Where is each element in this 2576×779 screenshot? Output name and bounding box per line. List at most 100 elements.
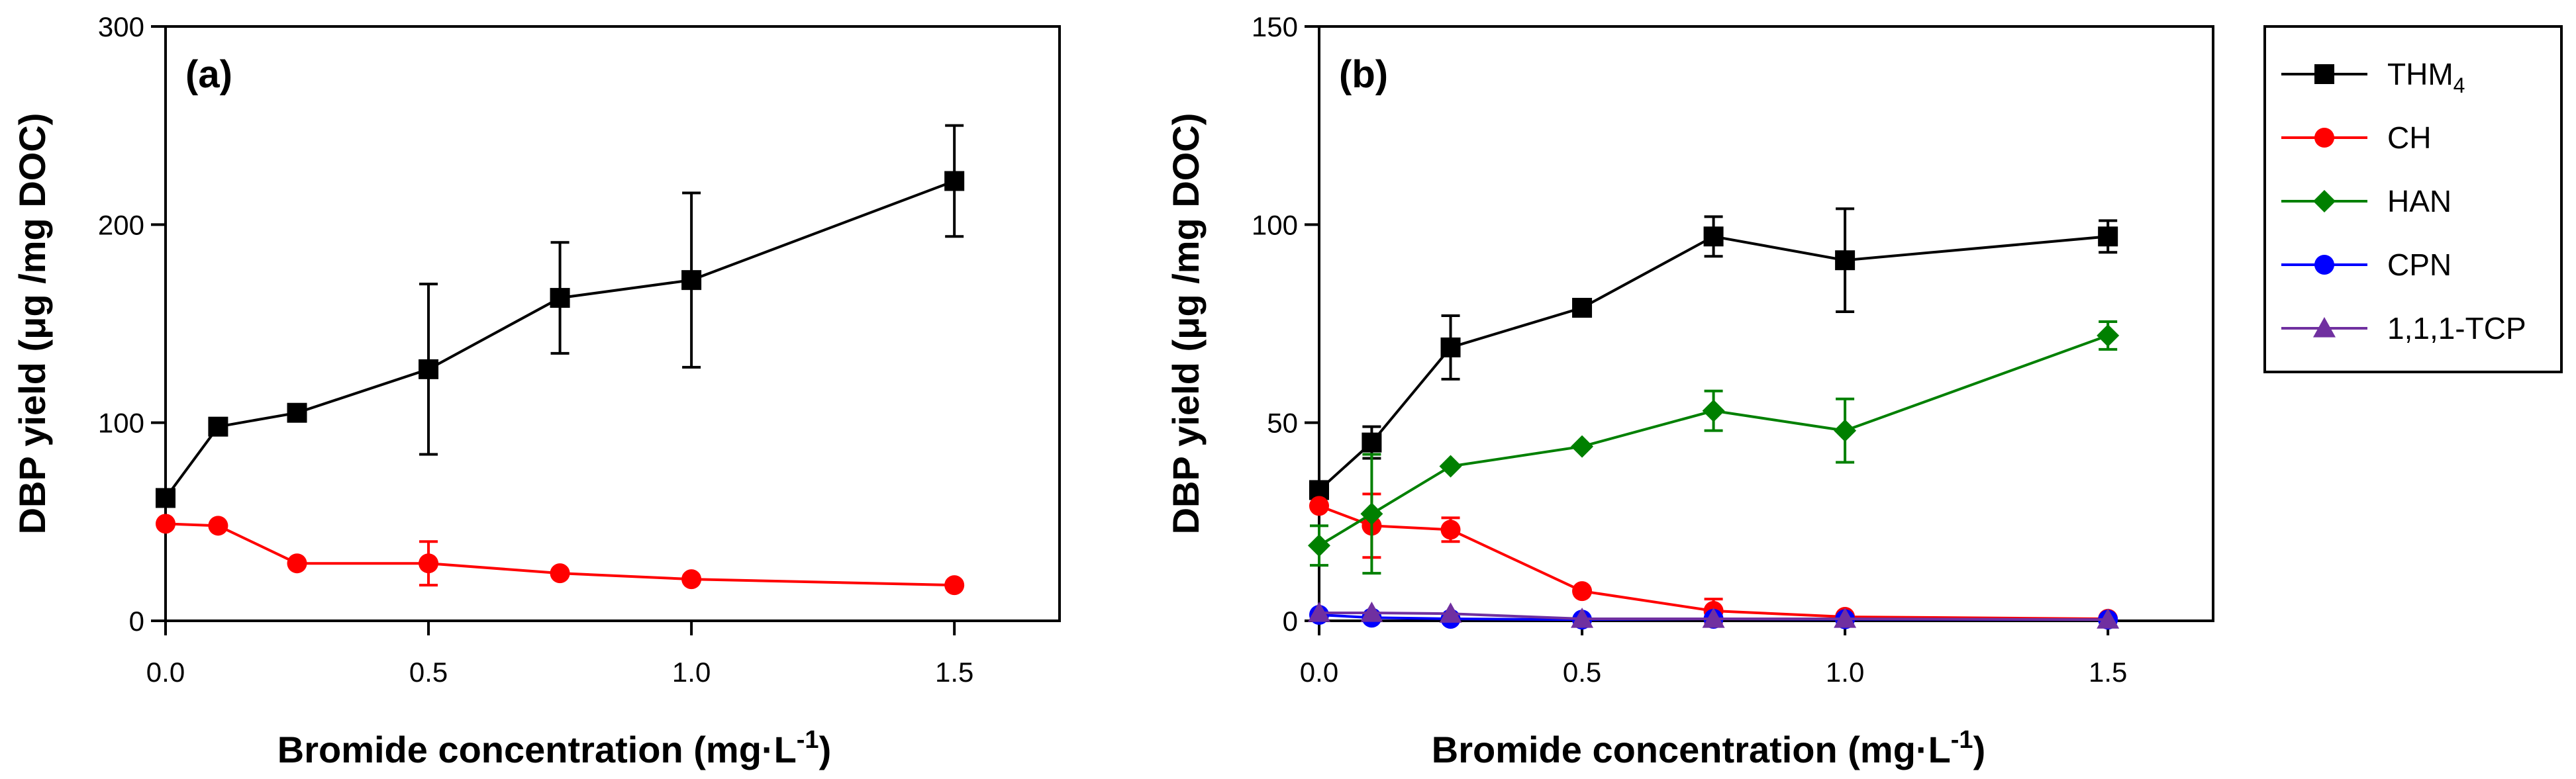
legend-swatch-marker bbox=[2313, 317, 2336, 338]
panel-b-y-axis-title: DBP yield (μg /mg DOC) bbox=[1165, 113, 1207, 535]
legend-label: THM4 bbox=[2387, 57, 2465, 97]
panel-a-y-tick-label: 0 bbox=[129, 606, 144, 637]
panel-a-ch-point bbox=[944, 575, 965, 596]
panel-b-thm4-point bbox=[2098, 226, 2118, 247]
panel-b-ch-point bbox=[1572, 581, 1593, 602]
panel-b-tcp-point bbox=[1308, 602, 1330, 622]
panel-b-thm4-point bbox=[1572, 298, 1593, 318]
panel-a-thm4-point bbox=[944, 171, 965, 191]
legend-swatch-marker bbox=[2314, 255, 2334, 275]
panel-b-y-tick-label: 50 bbox=[1267, 408, 1298, 439]
panel-a-y-tick-label: 100 bbox=[98, 408, 144, 439]
panel-b-thm4-point bbox=[1703, 226, 1724, 247]
panel-b-thm4-line bbox=[1318, 235, 2108, 491]
panel-a-label: (a) bbox=[185, 53, 232, 96]
panel-b-y-tick-label: 100 bbox=[1252, 209, 1298, 240]
panel-a-chart: (a) DBP yield (μg /mg DOC) Bromide conce… bbox=[11, 11, 1061, 770]
panel-b-han-point bbox=[1834, 419, 1857, 442]
legend-label: 1,1,1-TCP bbox=[2387, 311, 2526, 345]
panel-a-x-axis-title-main: Bromide concentration (mg·L bbox=[277, 729, 797, 770]
panel-b-x-tick-label: 1.5 bbox=[2089, 657, 2127, 688]
legend-item-4: 1,1,1-TCP bbox=[2281, 311, 2526, 345]
panel-a-ch-point bbox=[287, 553, 307, 574]
panel-b-han-point bbox=[1439, 455, 1462, 478]
panel-b-tcp-point bbox=[1360, 602, 1383, 622]
panel-b-han-line bbox=[1318, 334, 2108, 547]
legend-label: CPN bbox=[2387, 248, 2452, 282]
panel-a-series-thm4 bbox=[156, 124, 965, 508]
panel-a-ch-point bbox=[156, 514, 175, 534]
panel-b-han-point bbox=[1360, 502, 1383, 526]
panel-a-x-axis-title-sup: -1 bbox=[797, 726, 819, 754]
panel-b-han-point bbox=[1571, 435, 1594, 458]
panel-a-thm4-point bbox=[550, 288, 570, 308]
panel-b-ticks: 0 50 100 150 0.0 0.5 1.0 1.5 bbox=[1252, 11, 2127, 688]
panel-b-thm4-point bbox=[1835, 250, 1856, 271]
panel-b-chart: (b) DBP yield (μg /mg DOC) Bromide conce… bbox=[1165, 11, 2214, 770]
panel-a-ch-point bbox=[550, 563, 570, 584]
panel-a-x-tick-label: 0.5 bbox=[409, 657, 448, 688]
panel-a-x-tick-label: 1.5 bbox=[935, 657, 973, 688]
panel-b-tcp-point bbox=[1834, 608, 1857, 628]
panel-a-thm4-point bbox=[287, 402, 307, 423]
panel-b-x-tick-label: 1.0 bbox=[1826, 657, 1864, 688]
panel-b-x-tick-label: 0.5 bbox=[1563, 657, 1601, 688]
legend-swatch-marker bbox=[2314, 64, 2334, 84]
panel-a-ticks: 0 100 200 300 0.0 0.5 1.0 1.5 bbox=[98, 11, 973, 688]
panel-a-thm4-point bbox=[681, 270, 702, 291]
panel-b-ch-point bbox=[1309, 496, 1329, 516]
panel-a-x-tick-label: 0.0 bbox=[146, 657, 185, 688]
panel-b-tcp-point bbox=[1439, 602, 1462, 623]
panel-a-ch-point bbox=[681, 569, 702, 590]
legend-label: HAN bbox=[2387, 184, 2452, 218]
panel-b-thm4-point bbox=[1362, 432, 1382, 453]
legend-label: CH bbox=[2387, 120, 2431, 155]
legend-swatch-marker bbox=[2313, 190, 2336, 212]
panel-b-han-point bbox=[1308, 534, 1330, 557]
panel-a-y-tick-label: 200 bbox=[98, 209, 144, 240]
panel-a-series bbox=[156, 124, 965, 596]
panel-b-y-tick-label: 150 bbox=[1252, 11, 1298, 42]
panel-a-series-ch bbox=[156, 514, 965, 596]
panel-b-thm4-point bbox=[1440, 337, 1461, 357]
panel-b-tcp-point bbox=[2097, 608, 2120, 629]
panel-b-y-tick-label: 0 bbox=[1283, 606, 1298, 637]
panel-b-x-axis-title-main: Bromide concentration (mg·L bbox=[1432, 729, 1951, 770]
panel-b-plot-frame bbox=[1318, 25, 2214, 622]
legend-item-0: THM4 bbox=[2281, 57, 2465, 97]
panel-b-series-tcp bbox=[1308, 602, 2120, 629]
panel-a-ch-point bbox=[208, 516, 228, 536]
panel-a-y-tick-label: 300 bbox=[98, 11, 144, 42]
panel-b-series bbox=[1308, 207, 2120, 630]
legend-items: THM4 CH HAN CPN 1,1,1-TCP bbox=[2281, 57, 2526, 345]
legend-item-2: HAN bbox=[2281, 184, 2452, 218]
panel-a-x-axis-title-end: ) bbox=[819, 729, 832, 770]
panel-a-thm4-point bbox=[208, 416, 228, 437]
panel-a-y-axis-title: DBP yield (μg /mg DOC) bbox=[11, 113, 53, 535]
legend-box bbox=[2263, 25, 2563, 373]
panel-b-tcp-point bbox=[1571, 608, 1594, 628]
panel-b-series-thm4 bbox=[1309, 207, 2118, 500]
panel-b-x-axis-title-sup: -1 bbox=[1951, 726, 1973, 754]
legend-swatch-marker bbox=[2314, 128, 2334, 148]
panel-b-tcp-point bbox=[1702, 608, 1725, 628]
legend-item-3: CPN bbox=[2281, 248, 2452, 282]
panel-b-han-point bbox=[1702, 399, 1725, 422]
panel-b-han-point bbox=[2097, 324, 2120, 347]
panel-a-thm4-point bbox=[419, 359, 439, 379]
legend-label-subscript: 4 bbox=[2453, 73, 2465, 97]
panel-b-x-tick-label: 0.0 bbox=[1300, 657, 1338, 688]
legend-item-1: CH bbox=[2281, 120, 2431, 155]
panel-a-x-tick-label: 1.0 bbox=[672, 657, 711, 688]
panel-b-label: (b) bbox=[1339, 53, 1388, 96]
legend: THM4 CH HAN CPN 1,1,1-TCP bbox=[2263, 25, 2563, 373]
panel-b-x-axis-title: Bromide concentration (mg·L-1) bbox=[1432, 726, 1985, 770]
panel-b-ch-point bbox=[1440, 520, 1461, 540]
panel-a-plot-frame bbox=[164, 25, 1061, 622]
panel-a-thm4-point bbox=[156, 488, 175, 508]
panel-b-series-han bbox=[1308, 320, 2120, 575]
panel-a-ch-point bbox=[419, 553, 439, 574]
panel-a-x-axis-title: Bromide concentration (mg·L-1) bbox=[277, 726, 831, 770]
panel-b-x-axis-title-end: ) bbox=[1973, 729, 1986, 770]
